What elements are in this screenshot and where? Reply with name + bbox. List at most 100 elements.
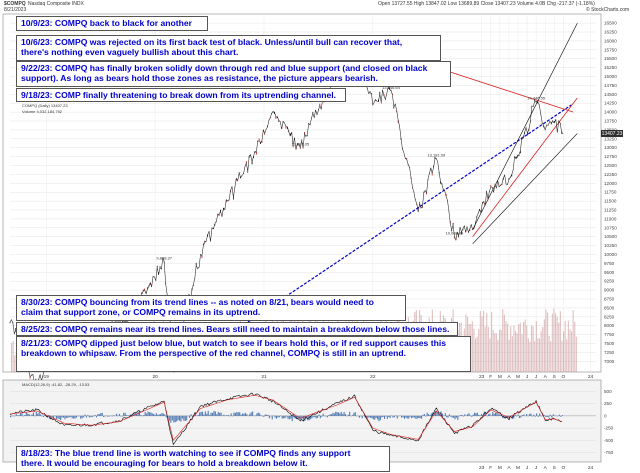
macd-histogram-bar [274, 415, 276, 418]
value-label: 14,446.55 [527, 95, 546, 100]
price-tick-label: 10750 [604, 225, 617, 230]
macd-histogram-bar [240, 414, 242, 416]
macd-histogram-bar [534, 415, 536, 417]
macd-histogram-bar [15, 414, 17, 416]
volume-bar [574, 321, 576, 372]
volume-bar [558, 322, 560, 372]
macd-histogram-bar [219, 412, 221, 416]
macd-histogram-bar [318, 414, 320, 416]
macd-histogram-bar [335, 411, 337, 416]
macd-histogram-bar [521, 415, 523, 416]
macd-histogram-bar [468, 413, 470, 416]
macd-histogram-bar [283, 415, 285, 419]
macd-histogram-bar [162, 413, 164, 416]
annotation-9-18-23: 9/18/23: COMP finally threatening to bre… [16, 88, 346, 102]
macd-histogram-bar [422, 415, 424, 416]
volume-bar [550, 341, 552, 372]
macd-histogram-bar [545, 415, 547, 417]
macd-histogram-bar [226, 415, 228, 416]
trend-lines [172, 22, 578, 373]
macd-histogram-bar [364, 415, 366, 418]
macd-histogram-bar [402, 415, 404, 418]
annotation-line: support). As long as bears hold those zo… [21, 73, 378, 84]
macd-histogram-bar [65, 415, 67, 418]
macd-histogram-bar [419, 415, 421, 419]
volume-bar [535, 320, 537, 372]
macd-histogram-bar [561, 415, 563, 416]
chart-quote: Open 13727.55 High 13847.02 Low 13689.89… [378, 1, 595, 7]
macd-histogram-bar [481, 413, 483, 416]
macd-histogram-bar [460, 415, 462, 416]
macd-histogram-bar [68, 415, 70, 418]
price-tick-label: 16000 [604, 38, 617, 43]
macd-histogram-bar [305, 415, 307, 418]
macd-histogram-bar [201, 411, 204, 416]
annotation-line: breakdown to whipsaw. From the perspecti… [21, 348, 407, 359]
macd-histogram-bar [137, 411, 139, 416]
price-tick-label: 11750 [604, 190, 617, 195]
macd-histogram-bar [263, 415, 265, 417]
volume-bar [479, 310, 481, 372]
volume-bar [513, 325, 515, 372]
macd-histogram-bar [197, 414, 199, 416]
macd-histogram-bar [520, 415, 522, 418]
macd-histogram-bar [267, 414, 269, 416]
macd-histogram-bar [244, 412, 246, 416]
macd-histogram-bar [295, 415, 298, 420]
macd-histogram-bar [311, 415, 313, 419]
chart-brand: © StockCharts.com [586, 7, 630, 13]
volume-bar [548, 335, 550, 372]
macd-histogram-bar [84, 414, 86, 416]
annotation-10-6-23: 10/6/23: COMPQ was rejected on its first… [16, 35, 441, 61]
macd-histogram-bar [500, 414, 502, 416]
annotation-8-30-23: 8/30/23: COMPQ bouncing from its trend l… [16, 295, 406, 321]
macd-histogram-bar [44, 414, 46, 416]
macd-histogram-bar [374, 415, 376, 420]
macd-histogram-bar [80, 415, 82, 419]
macd-histogram-bar [234, 412, 236, 416]
macd-histogram-bar [85, 415, 88, 418]
macd-histogram-bar [164, 414, 166, 416]
macd-histogram-bar [381, 415, 383, 418]
macd-histogram-bar [200, 411, 202, 416]
macd-histogram-bar [35, 411, 37, 416]
macd-histogram-bar [32, 412, 35, 416]
macd-histogram-bar [256, 413, 258, 416]
macd-histogram-bar [288, 415, 290, 420]
price-tick-label: 12750 [604, 154, 617, 159]
macd-histogram-bar [271, 415, 273, 420]
macd-histogram-bar [170, 415, 172, 423]
annotation-line: 10/9/23: COMPQ back to black for another… [21, 18, 192, 30]
macd-histogram-bar [154, 414, 156, 416]
volume-bar [551, 313, 553, 372]
macd-histogram-bar [57, 415, 59, 419]
macd-histogram-bar [378, 415, 380, 422]
macd-histogram-bar [227, 414, 229, 416]
volume-bar [507, 323, 509, 372]
macd-histogram-bar [123, 412, 125, 416]
macd-histogram-bar [317, 415, 319, 418]
macd-histogram-bar [339, 413, 341, 416]
macd-histogram-bar [104, 415, 106, 417]
macd-histogram-bar [406, 415, 408, 419]
x-tick-label: 22 [370, 374, 376, 380]
macd-histogram-bar [370, 415, 372, 418]
macd-histogram-bar [415, 415, 417, 419]
price-tick-label: 7000 [604, 359, 615, 364]
price-tick-label: 7500 [604, 341, 615, 346]
annotation-8-21-23: 8/21/23: COMPQ dipped just below blue, b… [16, 336, 471, 372]
macd-histogram-bar [147, 411, 149, 416]
macd-histogram-bar [209, 414, 211, 416]
macd-tick-label: -750 [604, 450, 614, 455]
macd-histogram-bar [158, 414, 160, 416]
volume-bar [475, 338, 477, 372]
price-tick-label: 15250 [604, 65, 617, 70]
price-tick-label: 15750 [604, 47, 617, 52]
volume-bar [508, 339, 510, 372]
price-tick-label: 13000 [604, 145, 617, 150]
macd-histogram-bar [453, 415, 455, 418]
macd-histogram-bar [457, 415, 459, 420]
macd-histogram-bar [530, 413, 532, 416]
price-tick-label: 14500 [604, 92, 617, 97]
price-tick-label: 13500 [604, 127, 617, 132]
